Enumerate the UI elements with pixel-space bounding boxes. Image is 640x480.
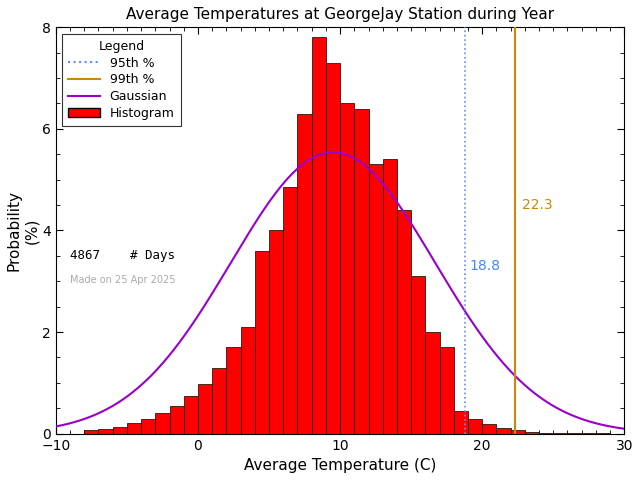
Bar — [383, 159, 397, 433]
Text: 18.8: 18.8 — [469, 259, 500, 273]
Bar — [198, 384, 212, 433]
Bar — [426, 332, 440, 433]
Bar — [312, 37, 326, 433]
Bar — [525, 432, 539, 433]
Bar — [269, 230, 284, 433]
Bar — [141, 420, 156, 433]
Bar — [468, 420, 482, 433]
Bar — [411, 276, 426, 433]
Bar — [340, 104, 355, 433]
Bar — [84, 430, 99, 433]
Bar — [212, 368, 227, 433]
Bar — [553, 432, 568, 433]
Bar — [482, 424, 497, 433]
Bar — [170, 406, 184, 433]
Bar — [369, 165, 383, 433]
Bar — [298, 114, 312, 433]
Bar — [255, 251, 269, 433]
X-axis label: Average Temperature (C): Average Temperature (C) — [244, 458, 436, 473]
Text: Made on 25 Apr 2025: Made on 25 Apr 2025 — [70, 275, 175, 285]
Bar — [227, 348, 241, 433]
Y-axis label: Probability
(%): Probability (%) — [7, 190, 39, 271]
Bar — [440, 348, 454, 433]
Title: Average Temperatures at GeorgeJay Station during Year: Average Temperatures at GeorgeJay Statio… — [126, 7, 554, 22]
Bar — [511, 430, 525, 433]
Bar — [284, 187, 298, 433]
Bar — [355, 108, 369, 433]
Bar — [127, 423, 141, 433]
Text: 4867    # Days: 4867 # Days — [70, 249, 175, 262]
Bar — [326, 63, 340, 433]
Bar — [156, 413, 170, 433]
Bar — [184, 396, 198, 433]
Bar — [454, 411, 468, 433]
Bar — [241, 327, 255, 433]
Bar — [113, 427, 127, 433]
Legend: 95th %, 99th %, Gaussian, Histogram: 95th %, 99th %, Gaussian, Histogram — [62, 34, 180, 126]
Bar — [99, 429, 113, 433]
Bar — [397, 210, 411, 433]
Text: 22.3: 22.3 — [522, 198, 552, 212]
Bar — [539, 432, 553, 433]
Bar — [497, 428, 511, 433]
